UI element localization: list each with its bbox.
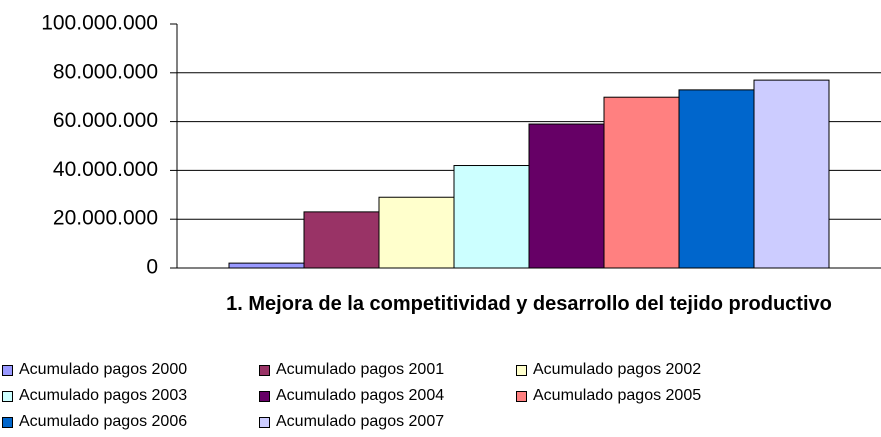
legend-item: Acumulado pagos 2000 — [2, 361, 187, 379]
bar — [678, 89, 755, 269]
bar — [303, 211, 380, 269]
legend-label: Acumulado pagos 2003 — [19, 387, 188, 404]
legend-swatch — [516, 364, 527, 376]
legend-item: Acumulado pagos 2004 — [259, 387, 444, 405]
legend-swatch — [2, 364, 13, 376]
legend-label: Acumulado pagos 2000 — [19, 361, 188, 378]
y-tick-label: 0 — [146, 256, 158, 279]
legend-swatch — [2, 390, 13, 402]
legend-swatch — [259, 390, 270, 402]
legend-item: Acumulado pagos 2001 — [259, 361, 444, 379]
y-tick-label: 80.000.000 — [53, 60, 158, 83]
legend-swatch — [259, 416, 270, 428]
bar — [378, 196, 455, 269]
legend-label: Acumulado pagos 2001 — [276, 361, 445, 378]
legend-item: Acumulado pagos 2005 — [516, 387, 701, 405]
x-category-label: 1. Mejora de la competitividad y desarro… — [226, 293, 832, 315]
legend-swatch — [516, 390, 527, 402]
legend-item: Acumulado pagos 2006 — [2, 413, 187, 431]
legend-label: Acumulado pagos 2006 — [19, 413, 188, 430]
y-tick-label: 100.000.000 — [41, 12, 158, 35]
bar — [753, 79, 830, 269]
legend-label: Acumulado pagos 2002 — [533, 361, 702, 378]
bar — [228, 262, 305, 269]
legend-label: Acumulado pagos 2004 — [276, 387, 445, 404]
y-tick-label: 60.000.000 — [53, 109, 158, 132]
y-tick-label: 20.000.000 — [53, 207, 158, 230]
legend-label: Acumulado pagos 2005 — [533, 387, 702, 404]
legend-swatch — [259, 364, 270, 376]
legend-swatch — [2, 416, 13, 428]
legend-item: Acumulado pagos 2003 — [2, 387, 187, 405]
y-tick-label: 40.000.000 — [53, 158, 158, 181]
legend-item: Acumulado pagos 2002 — [516, 361, 701, 379]
bar — [453, 165, 530, 269]
bar — [603, 96, 680, 269]
bar — [528, 123, 605, 269]
legend-item: Acumulado pagos 2007 — [259, 413, 444, 431]
legend-label: Acumulado pagos 2007 — [276, 413, 445, 430]
